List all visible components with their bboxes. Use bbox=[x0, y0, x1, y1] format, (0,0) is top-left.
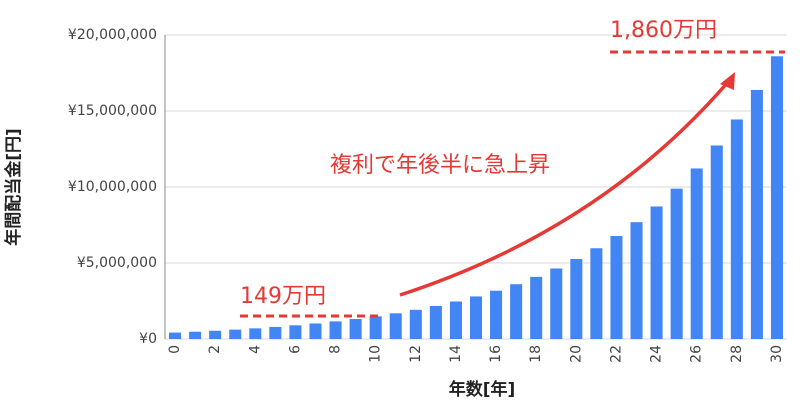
x-tick-label: 12 bbox=[408, 345, 424, 363]
bar bbox=[229, 329, 242, 339]
bar bbox=[650, 206, 663, 339]
bar bbox=[510, 284, 523, 339]
bar bbox=[630, 222, 643, 339]
x-tick-label: 16 bbox=[488, 345, 504, 363]
bar bbox=[530, 276, 543, 339]
trend-arrow bbox=[399, 80, 730, 297]
bar bbox=[169, 332, 182, 339]
x-tick-label: 14 bbox=[448, 345, 464, 363]
bar bbox=[349, 319, 362, 339]
bar bbox=[670, 188, 683, 339]
bar bbox=[249, 328, 262, 339]
annotation: 1,860万円 bbox=[610, 18, 717, 43]
x-tick-label: 18 bbox=[528, 345, 544, 363]
bar bbox=[750, 89, 763, 339]
bar bbox=[189, 331, 202, 339]
x-tick-label: 30 bbox=[769, 345, 785, 363]
bar bbox=[770, 56, 783, 339]
bar bbox=[710, 145, 723, 339]
x-tick-label: 8 bbox=[328, 345, 344, 354]
bar bbox=[490, 290, 503, 339]
y-tick-label: ¥20,000,000 bbox=[68, 27, 157, 43]
bar bbox=[550, 268, 563, 339]
bar bbox=[449, 301, 462, 339]
bar bbox=[469, 296, 483, 339]
plot-area: ¥0 ¥5,000,000 ¥10,000,000 ¥15,000,000 ¥20,00… bbox=[68, 27, 787, 363]
bar bbox=[690, 168, 703, 339]
y-tick-label: ¥5,000,000 bbox=[77, 255, 157, 271]
bar bbox=[309, 323, 322, 339]
arrow-head bbox=[720, 72, 735, 90]
bar bbox=[590, 248, 603, 339]
y-tick-label: ¥0 bbox=[139, 331, 157, 347]
x-axis-label: 年数[年] bbox=[449, 379, 516, 400]
y-axis-label: 年間配当金[円] bbox=[3, 128, 24, 246]
x-tick-label: 0 bbox=[167, 345, 183, 354]
bar bbox=[389, 313, 402, 339]
bar bbox=[289, 325, 302, 339]
x-tick-label: 4 bbox=[247, 345, 263, 354]
bar bbox=[610, 236, 623, 339]
bar bbox=[369, 316, 382, 339]
x-tick-label: 24 bbox=[649, 345, 665, 363]
x-tick-label: 10 bbox=[368, 345, 384, 363]
x-tick-label: 22 bbox=[608, 345, 624, 363]
y-tick-label: ¥10,000,000 bbox=[68, 179, 157, 195]
bar bbox=[570, 259, 583, 339]
bar bbox=[269, 326, 282, 339]
annotation: 149万円 bbox=[240, 284, 326, 309]
x-tick-label: 28 bbox=[729, 345, 745, 363]
bar bbox=[329, 321, 342, 339]
bar bbox=[730, 119, 743, 339]
bar bbox=[429, 305, 442, 339]
x-tick-label: 6 bbox=[287, 345, 303, 354]
y-tick-label: ¥15,000,000 bbox=[68, 103, 157, 119]
bar bbox=[409, 309, 422, 339]
bar bbox=[209, 330, 222, 339]
x-tick-label: 2 bbox=[207, 345, 223, 354]
annotation: 複利で年後半に急上昇 bbox=[330, 153, 550, 178]
x-tick-label: 26 bbox=[689, 345, 705, 363]
x-tick-label: 20 bbox=[568, 345, 584, 363]
